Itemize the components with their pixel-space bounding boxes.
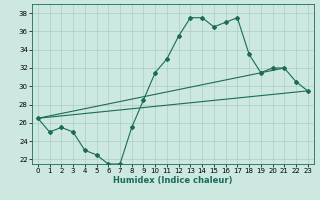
X-axis label: Humidex (Indice chaleur): Humidex (Indice chaleur): [113, 176, 233, 185]
